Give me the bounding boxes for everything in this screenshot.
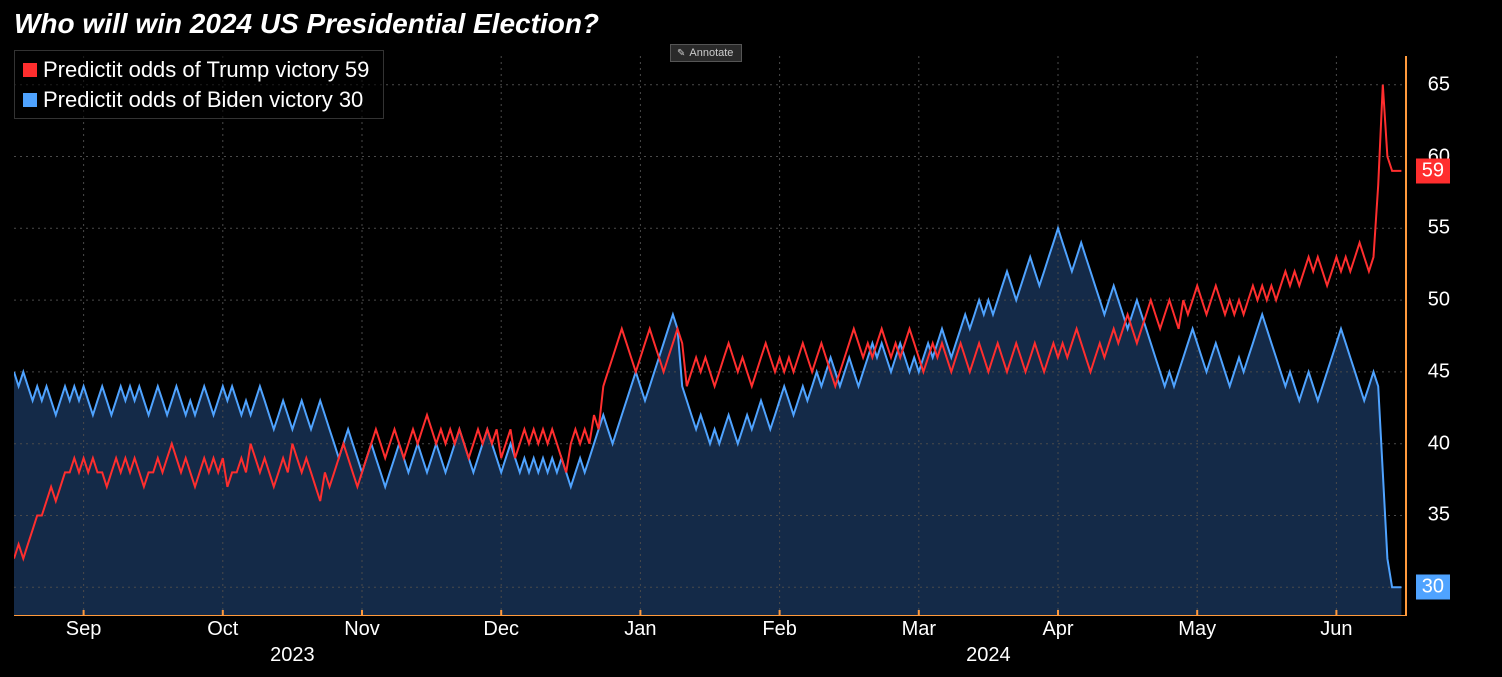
chart-plot <box>14 56 1454 616</box>
x-year-label: 2023 <box>270 644 315 667</box>
pencil-icon: ✎ <box>677 48 685 59</box>
legend-swatch <box>23 93 37 107</box>
x-tick-label: Jun <box>1320 618 1352 641</box>
x-tick-label: Mar <box>902 618 936 641</box>
y-tick-label: 30 <box>1416 575 1450 600</box>
x-tick-label: Nov <box>344 618 380 641</box>
y-tick-label: 35 <box>1428 504 1450 527</box>
legend-value: 59 <box>345 55 375 85</box>
annotate-button-label: Annotate <box>689 47 733 59</box>
x-tick-label: Apr <box>1042 618 1073 641</box>
chart-legend: Predictit odds of Trump victory 59 Predi… <box>14 50 384 119</box>
x-axis: Sep Oct Nov Dec Jan Feb Mar Apr May Jun 2023 2024 <box>14 618 1454 674</box>
x-tick-label: May <box>1178 618 1216 641</box>
y-tick-label: 55 <box>1428 217 1450 240</box>
legend-label: Predictit odds of Trump victory <box>43 55 339 85</box>
legend-item-biden: Predictit odds of Biden victory 30 <box>23 85 375 115</box>
current-value-badge: 59 <box>1416 158 1450 183</box>
x-tick-label: Dec <box>483 618 519 641</box>
legend-swatch <box>23 63 37 77</box>
x-year-label: 2024 <box>966 644 1011 667</box>
y-tick-label: 45 <box>1428 360 1450 383</box>
chart-container: 303540455055606559 <box>14 56 1454 616</box>
legend-value: 30 <box>339 85 369 115</box>
x-tick-label: Sep <box>66 618 102 641</box>
chart-title: Who will win 2024 US Presidential Electi… <box>0 0 1502 44</box>
legend-item-trump: Predictit odds of Trump victory 59 <box>23 55 375 85</box>
y-tick-label: 50 <box>1428 289 1450 312</box>
y-tick-label: 65 <box>1428 73 1450 96</box>
x-tick-label: Jan <box>624 618 656 641</box>
x-tick-label: Oct <box>207 618 238 641</box>
annotate-button[interactable]: ✎ Annotate <box>670 44 742 62</box>
y-tick-label: 40 <box>1428 432 1450 455</box>
x-tick-label: Feb <box>762 618 796 641</box>
legend-label: Predictit odds of Biden victory <box>43 85 333 115</box>
